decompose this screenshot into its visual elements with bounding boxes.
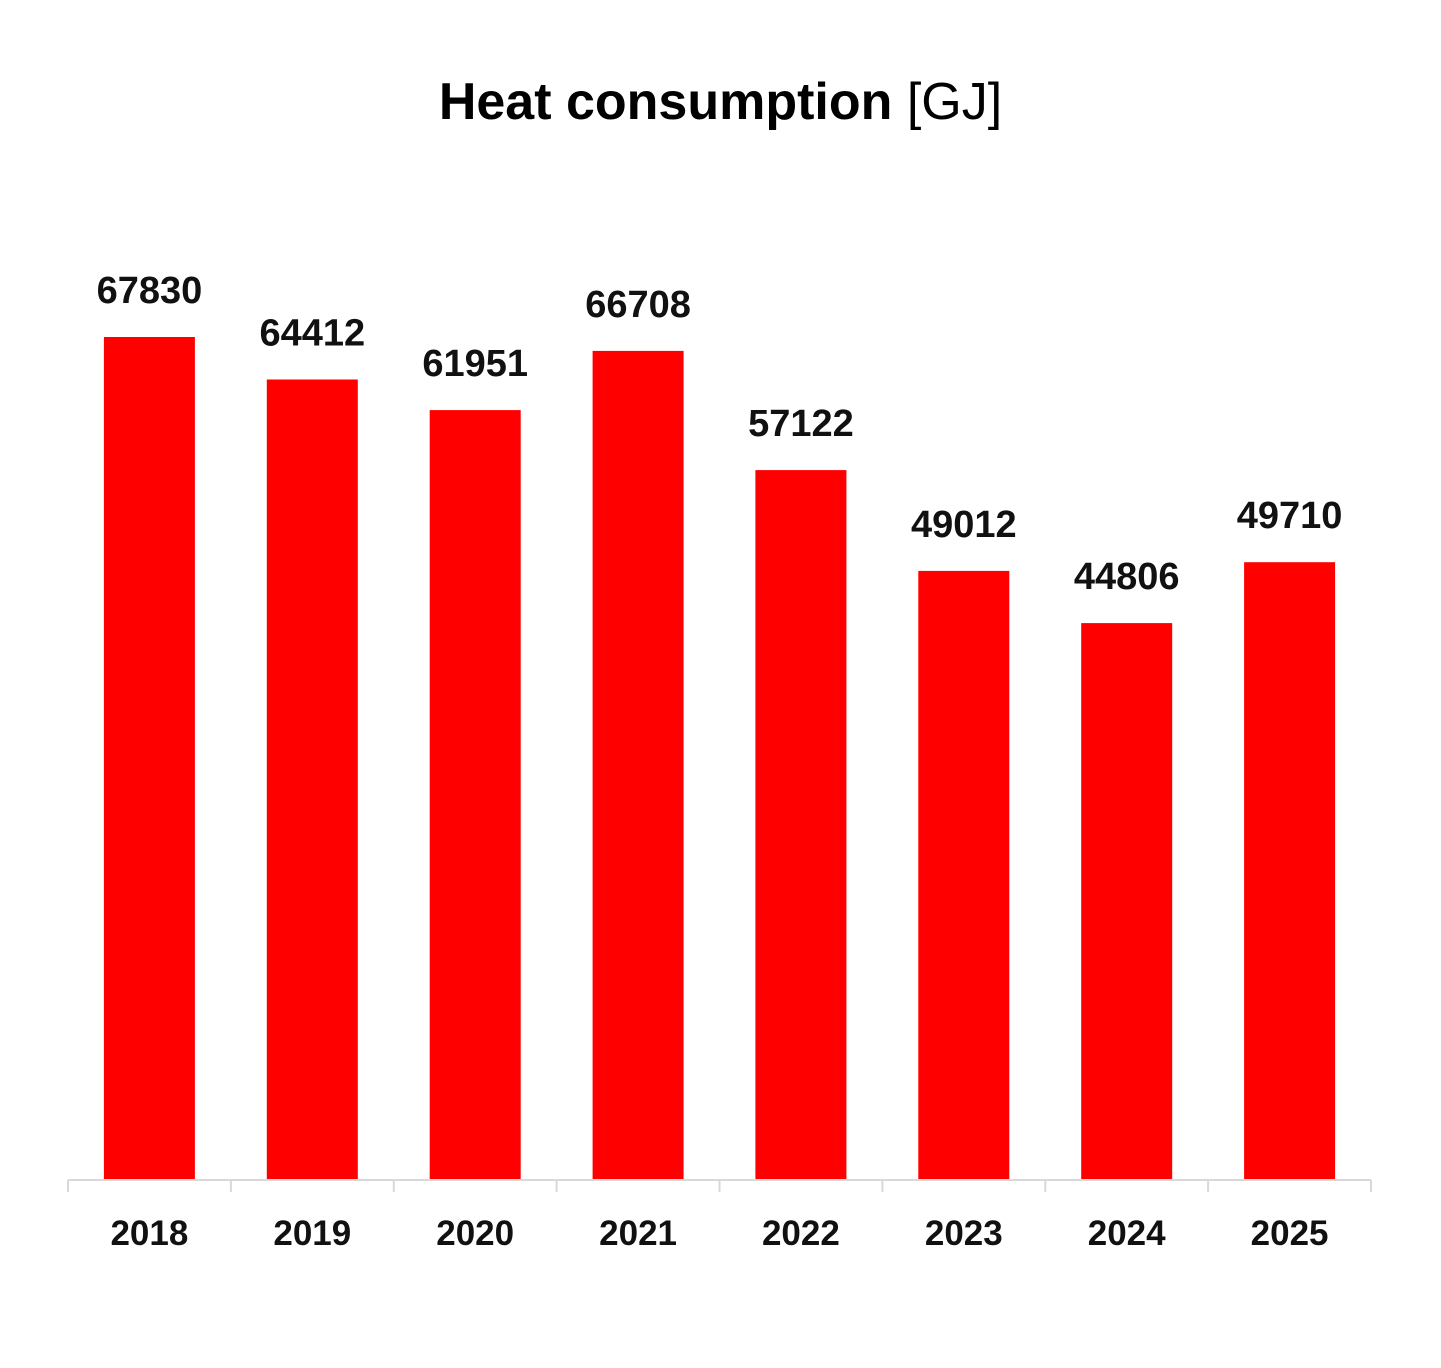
x-tick-label-2023: 2023 [925, 1214, 1003, 1253]
bar-2018 [103, 337, 195, 1180]
data-label-2020: 61951 [422, 343, 528, 385]
bar-2019 [266, 379, 358, 1180]
data-label-2022: 57122 [748, 403, 854, 445]
bar-2022 [755, 470, 847, 1181]
chart-title-unit: [GJ] [906, 73, 1003, 131]
x-tick-label-2021: 2021 [599, 1214, 677, 1253]
x-tick-label-2019: 2019 [273, 1214, 351, 1253]
chart-title: Heat consumption [GJ] [0, 72, 1441, 132]
bar-2025 [1244, 562, 1336, 1180]
x-tick-label-2022: 2022 [762, 1214, 840, 1253]
x-tick-label-2020: 2020 [436, 1214, 514, 1253]
data-label-2023: 49012 [911, 504, 1017, 546]
data-label-2019: 64412 [259, 313, 365, 355]
data-label-2025: 49710 [1237, 495, 1343, 537]
data-label-2021: 66708 [585, 284, 691, 326]
x-tick-label-2024: 2024 [1088, 1214, 1166, 1253]
bar-2020 [429, 410, 521, 1181]
x-tick-label-2025: 2025 [1251, 1214, 1329, 1253]
bar-2023 [918, 570, 1010, 1180]
data-label-2024: 44806 [1074, 556, 1180, 598]
chart-title-text: Heat consumption [438, 73, 893, 131]
bar-2024 [1081, 623, 1173, 1180]
x-tick-label-2018: 2018 [110, 1214, 188, 1253]
data-label-2018: 67830 [97, 270, 203, 312]
bar-2021 [592, 350, 684, 1180]
